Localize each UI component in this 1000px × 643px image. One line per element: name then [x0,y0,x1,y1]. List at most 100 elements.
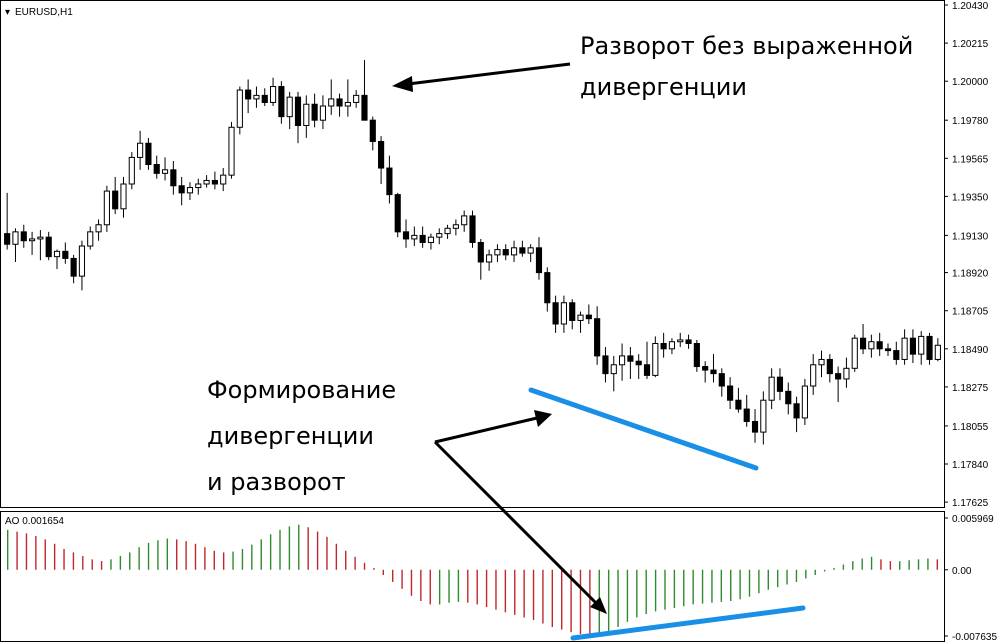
bear-candle-body [585,314,592,320]
candle [286,91,293,130]
annotation-bottom-line-1: Формирование [207,376,396,404]
bear-candle-body [394,194,401,233]
candle [668,338,676,355]
bear-candle-body [70,257,77,277]
bull-candle-body [444,227,451,235]
candle [727,377,734,410]
bear-candle-body [361,94,368,121]
candle [294,91,302,144]
candle [112,176,119,215]
candle [53,249,61,270]
bull-candle-body [203,179,210,185]
bull-candle-body [610,364,617,375]
bear-candle-body [211,179,218,185]
bear-candle-body [402,231,410,240]
bear-candle-body [45,236,52,258]
candle [87,226,94,250]
bull-candle-body [760,399,767,433]
annotation-bottom-line-3: и разворот [207,468,346,496]
bear-candle-body [893,350,900,360]
bear-candle-body [876,341,883,350]
bear-candle-body [4,233,11,245]
price-axis-label: 1.19130 [952,231,989,242]
candle [909,329,916,363]
candle [452,219,459,236]
bear-candle-body [793,403,800,419]
bull-candle-body [37,236,44,240]
bear-candle-body [311,103,318,121]
candle [12,228,19,262]
price-axis-label: 1.19780 [952,116,989,127]
annotation-top: Разворот без выраженной дивергенции [392,32,913,101]
price-pane-border [0,0,945,508]
price-pane: 1.20430 1.20215 1.20000 1.19780 1.19565 1.193… [0,0,989,509]
bear-candle-body [718,373,725,387]
candle [569,299,576,330]
candle [627,347,634,379]
candle [868,334,875,358]
bull-candle-body [220,174,227,185]
candle [760,391,767,445]
bull-candle-body [195,183,202,189]
ao-divergence-line [570,605,806,641]
bear-candle-body [419,234,426,243]
bull-candle-body [269,86,277,103]
candle [170,160,177,195]
bear-candle-body [569,302,576,321]
candle [552,295,559,333]
candle [336,93,343,117]
bull-candle-body [53,250,61,258]
candle [702,361,709,383]
bull-candle-body [801,385,808,419]
candle [743,394,750,427]
candle [70,254,77,284]
candle [776,368,784,401]
candle [62,242,69,264]
price-axis-label: 1.17625 [952,498,989,509]
chart-dropdown-icon[interactable]: ▾ [5,7,10,18]
bull-candle-body [452,224,459,229]
bear-candle-body [535,247,543,274]
candle [319,95,327,130]
candle [859,324,867,355]
bull-candle-body [436,233,443,238]
candle [278,81,285,124]
bear-candle-body [627,355,634,362]
candle [785,382,792,415]
candle [20,224,27,248]
annotation-top-line-2: дивергенции [580,73,747,101]
bear-candle-body [859,337,867,350]
ao-label: AO 0.001654 [5,516,64,527]
candle [610,355,617,392]
ao-axis: 0.005969 0.00 -0.007635 [944,514,997,643]
bull-candle-body [427,236,435,243]
candle [510,240,518,262]
bear-candle-body [502,249,509,256]
candle [535,237,543,280]
bull-candle-body [78,245,86,277]
bull-candle-body [186,187,194,194]
bull-candle-body [934,344,941,360]
bear-candle-body [727,385,734,401]
bear-candle-body [743,408,750,422]
candle [876,332,883,356]
price-axis-label: 1.20000 [952,77,989,88]
ao-pane-border [0,511,945,642]
bull-candle-body [120,183,127,210]
bull-candle-body [510,247,518,256]
bear-candle-body [544,272,551,304]
price-axis-label: 1.19565 [952,154,989,165]
bear-candle-body [469,215,476,243]
bear-candle-body [336,98,343,107]
candle [45,231,52,261]
candle [677,332,684,348]
bear-candle-body [776,376,784,392]
bull-candle-body [328,98,335,107]
candle [793,396,800,433]
ao-axis-label: 0.00 [952,566,972,577]
bear-candle-body [378,140,385,169]
candle [643,341,651,379]
bull-candle-body [818,358,825,366]
candle [893,341,900,365]
